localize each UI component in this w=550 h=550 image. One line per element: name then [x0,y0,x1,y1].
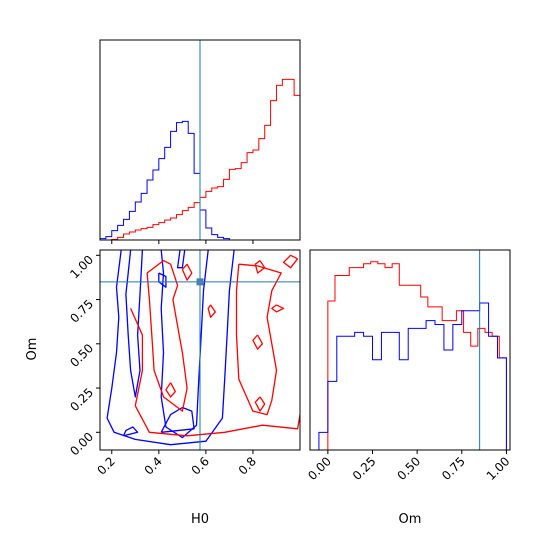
om-histogram-series-1 [318,302,507,450]
om-x-tick-1: 0.25 [350,454,379,483]
contour-series-1-line-4 [181,263,193,281]
contour-y-tick-4: 1.00 [67,253,96,282]
contour-x-tick-2: 0.6 [189,454,212,477]
contour-series-1-line-3 [146,259,188,412]
contour-y-tick-1: 0.25 [67,385,96,414]
contour-y-tick-3: 0.75 [67,297,96,326]
contour-series-1-line-6 [207,304,216,318]
contour-series-0-line-0 [106,250,235,446]
contour-series-0-line-5 [176,250,186,269]
contour-series-1-line-1 [282,254,299,269]
contour-x-tick-0: 0.2 [94,454,117,477]
contour-series-1-line-2 [235,263,282,416]
contour-series-1-line-8 [254,396,266,412]
contour-series-0-line-4 [122,426,139,437]
contour-frame [99,249,301,451]
om-x-tick-2: 0.50 [394,454,423,483]
contour-series-0-line-1 [160,250,209,439]
om-histogram-frame [309,249,511,451]
om-histogram-panel: 0.00 0.25 0.50 0.75 1.00 [305,249,513,483]
contour-series-0-line-2 [125,250,144,398]
contour-y-tick-2: 0.50 [67,341,96,370]
h0-histogram-series-1 [111,78,301,240]
h0-histogram-panel [99,39,301,244]
contour-plot-area [100,250,300,450]
om-x-tick-3: 0.75 [439,454,468,483]
contour-x-tick-1: 0.4 [142,454,165,477]
contour-series-0-line-3 [160,406,195,433]
h0-histogram-series-0 [99,120,230,240]
om-x-tick-4: 1.00 [484,454,513,483]
contour-series-1-line-10 [271,304,285,313]
x-axis-label-om: Om [399,512,422,527]
x-axis-label-h0: H0 [191,512,209,527]
contour-series-1-line-0 [130,308,300,437]
contour-series-0-line-6 [158,272,167,288]
contour-x-tick-3: 0.8 [236,454,259,477]
h0-om-contour-panel: 0.2 0.4 0.6 0.8 0.00 0.25 0.50 0.75 1.00 [67,249,301,478]
contour-truth-marker [196,278,204,286]
y-axis-label-om: Om [25,338,40,361]
contour-y-tick-0: 0.00 [67,430,96,459]
om-x-tick-0: 0.00 [305,454,334,483]
h0-histogram-frame [99,39,301,241]
contour-series-1-line-7 [252,334,264,350]
contour-series-1-line-9 [165,382,176,398]
contour-series-1-line-5 [254,260,266,274]
om-histogram-series-0 [327,261,507,450]
